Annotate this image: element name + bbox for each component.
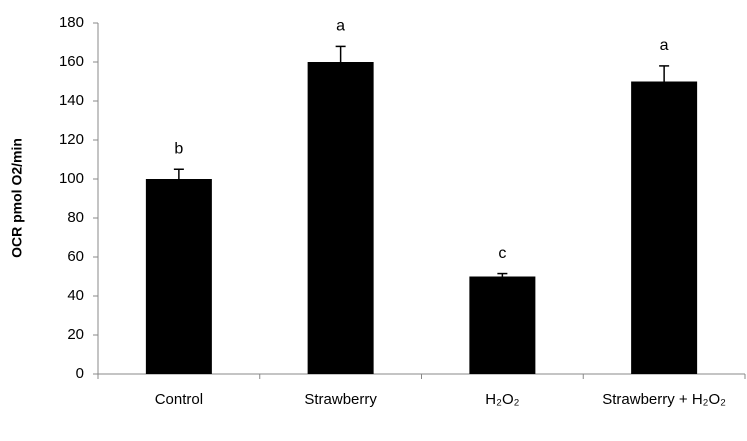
bar xyxy=(307,62,374,374)
bar xyxy=(631,81,698,374)
x-tick-label: H₂O₂ xyxy=(485,391,520,408)
y-tick-label: 100 xyxy=(59,170,84,187)
bar xyxy=(469,276,536,374)
y-tick-label: 40 xyxy=(67,287,84,304)
y-tick-label: 120 xyxy=(59,131,84,148)
y-tick-label: 60 xyxy=(67,248,84,265)
x-tick-label: Strawberry + H₂O₂ xyxy=(602,391,726,408)
significance-letter: b xyxy=(174,140,183,157)
x-tick-label: Strawberry xyxy=(304,391,377,408)
y-tick-label: 160 xyxy=(59,53,84,70)
bar xyxy=(145,179,212,374)
significance-letter: a xyxy=(660,37,669,54)
x-tick-label: Control xyxy=(154,391,204,408)
y-axis-label: OCR pmol O2/min xyxy=(9,138,25,258)
y-tick-label: 20 xyxy=(67,326,84,343)
y-tick-label: 140 xyxy=(59,92,84,109)
significance-letter: c xyxy=(498,245,506,262)
y-tick-label: 180 xyxy=(59,14,84,31)
significance-letter: a xyxy=(336,18,345,35)
y-tick-label: 0 xyxy=(76,365,84,382)
y-tick-label: 80 xyxy=(67,209,84,226)
